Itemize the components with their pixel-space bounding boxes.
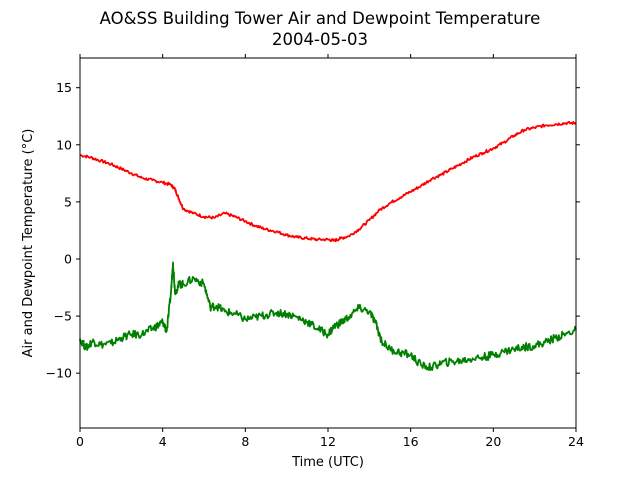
- y-tick-label: −10: [46, 366, 72, 381]
- y-axis-label: Air and Dewpoint Temperature (°C): [21, 129, 36, 358]
- x-tick-label: 20: [485, 434, 501, 449]
- x-axis-label: Time (UTC): [291, 455, 364, 470]
- series-line-1: [79, 120, 577, 243]
- series-line-2: [79, 261, 577, 371]
- y-tick-label: 10: [56, 137, 72, 152]
- y-tick-label: 5: [64, 194, 72, 209]
- x-tick-label: 0: [76, 434, 84, 449]
- y-tick-label: 15: [56, 80, 72, 95]
- x-tick-label: 12: [320, 434, 336, 449]
- chart-title: AO&SS Building Tower Air and Dewpoint Te…: [100, 9, 541, 28]
- series-layer: [79, 120, 577, 371]
- x-tick-label: 4: [159, 434, 167, 449]
- y-tick-label: −5: [54, 309, 72, 324]
- y-tick-label: 0: [64, 251, 72, 266]
- x-tick-label: 16: [403, 434, 419, 449]
- tick-layer: 0 4 8 12 16 20 24 −10 −5 0 5 10 15: [46, 54, 584, 449]
- x-tick-label: 8: [241, 434, 249, 449]
- chart-subtitle: 2004-05-03: [272, 30, 368, 49]
- plot-frame: [79, 57, 577, 429]
- x-tick-label: 24: [568, 434, 584, 449]
